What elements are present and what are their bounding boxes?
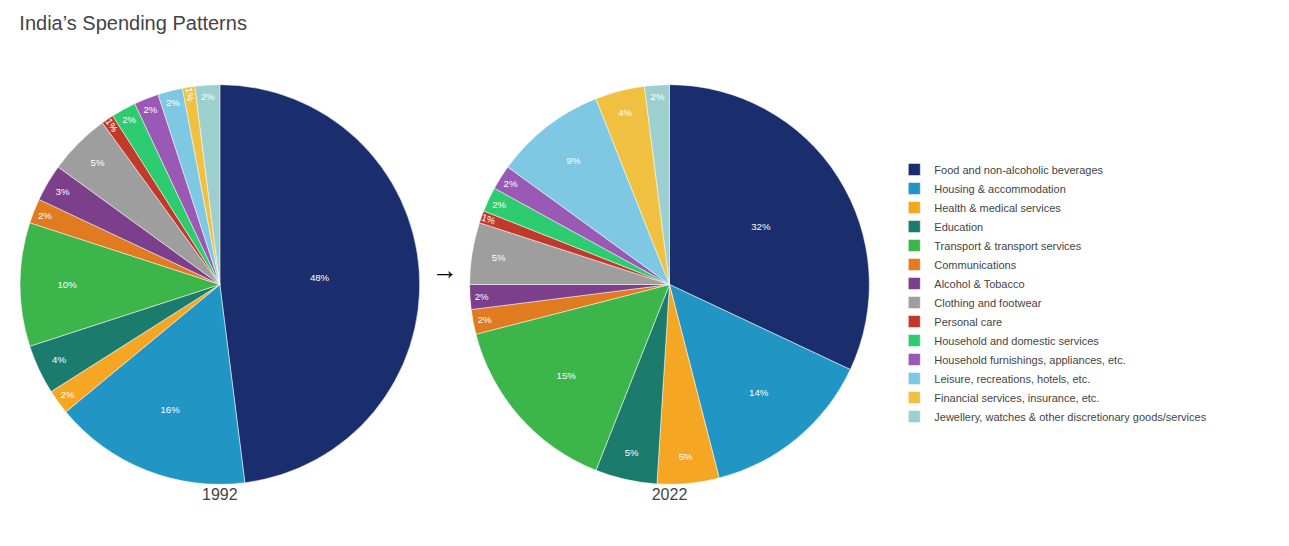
svg-text:Food and non-alcoholic beverag: Food and non-alcoholic beverages (934, 164, 1103, 176)
svg-text:2%: 2% (166, 97, 180, 108)
svg-text:Leisure, recreations, hotels,: Leisure, recreations, hotels, etc. (934, 373, 1090, 385)
svg-text:2022: 2022 (652, 486, 688, 503)
svg-text:Clothing and footwear: Clothing and footwear (934, 297, 1041, 309)
svg-text:2%: 2% (122, 114, 136, 125)
svg-text:Financial services, insurance,: Financial services, insurance, etc. (934, 392, 1099, 404)
svg-text:2%: 2% (492, 199, 506, 210)
svg-text:→: → (432, 255, 458, 285)
svg-text:Jewellery, watches & other dis: Jewellery, watches & other discretionary… (934, 411, 1206, 423)
svg-text:2%: 2% (61, 389, 75, 400)
svg-text:3%: 3% (56, 186, 70, 197)
svg-text:5%: 5% (679, 451, 693, 462)
svg-text:5%: 5% (492, 252, 506, 263)
svg-text:1%: 1% (480, 211, 497, 227)
svg-text:2%: 2% (38, 210, 52, 221)
svg-text:Housing & accommodation: Housing & accommodation (934, 183, 1065, 195)
svg-text:16%: 16% (160, 404, 180, 415)
svg-text:10%: 10% (57, 279, 77, 290)
svg-text:4%: 4% (52, 354, 66, 365)
svg-text:4%: 4% (618, 107, 632, 118)
svg-text:2%: 2% (475, 291, 489, 302)
svg-text:9%: 9% (567, 155, 581, 166)
svg-text:48%: 48% (310, 272, 330, 283)
svg-text:Education: Education (934, 221, 983, 233)
svg-text:32%: 32% (751, 221, 771, 232)
svg-text:Health & medical services: Health & medical services (934, 202, 1061, 214)
svg-text:India’s Spending Patterns: India’s Spending Patterns (19, 12, 247, 34)
svg-text:Alcohol & Tobacco: Alcohol & Tobacco (934, 278, 1024, 290)
svg-text:5%: 5% (91, 157, 105, 168)
svg-text:Household and domestic service: Household and domestic services (934, 335, 1099, 347)
svg-text:Personal care: Personal care (934, 316, 1002, 328)
svg-text:2%: 2% (144, 104, 158, 115)
svg-text:Communications: Communications (934, 259, 1016, 271)
svg-text:5%: 5% (625, 447, 639, 458)
svg-text:15%: 15% (557, 370, 577, 381)
svg-text:1%: 1% (183, 87, 196, 103)
svg-text:1%: 1% (103, 116, 121, 134)
svg-text:2%: 2% (201, 91, 215, 102)
svg-text:2%: 2% (504, 178, 518, 189)
svg-text:Transport & transport services: Transport & transport services (934, 240, 1081, 252)
svg-text:Household furnishings, applian: Household furnishings, appliances, etc. (934, 354, 1125, 366)
svg-text:14%: 14% (749, 387, 769, 398)
svg-text:1992: 1992 (202, 486, 238, 503)
svg-text:2%: 2% (478, 314, 492, 325)
svg-text:2%: 2% (651, 91, 665, 102)
